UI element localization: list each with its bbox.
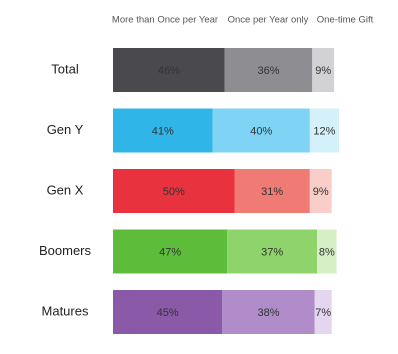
- value-label: 40%: [250, 125, 272, 137]
- value-label: 38%: [258, 307, 280, 319]
- value-label: 36%: [258, 65, 280, 77]
- value-label: 8%: [319, 246, 335, 258]
- bar-segment: [222, 290, 315, 334]
- value-label: 31%: [261, 186, 283, 198]
- bar-segment: [317, 229, 337, 274]
- legend-header: More than Once per Year: [112, 15, 218, 26]
- bar-segment: [227, 229, 318, 274]
- bar-segment: [309, 169, 332, 213]
- bar-segment: [113, 48, 225, 92]
- value-label: 50%: [163, 186, 185, 198]
- value-label: 37%: [261, 246, 283, 258]
- value-label: 41%: [152, 125, 174, 137]
- value-label: 7%: [315, 307, 331, 319]
- value-label: 9%: [315, 65, 331, 77]
- value-label: 45%: [157, 307, 179, 319]
- bar-segment: [113, 290, 223, 334]
- bar-segment: [309, 108, 339, 153]
- legend-header: Once per Year only: [228, 15, 309, 26]
- bar-segment: [314, 290, 332, 334]
- legend-header: One-time Gift: [317, 15, 374, 26]
- category-label: Gen X: [47, 182, 84, 197]
- category-label: Total: [51, 61, 79, 76]
- bar-segment: [224, 48, 313, 92]
- value-label: 47%: [159, 246, 181, 258]
- bar-segment: [212, 108, 310, 153]
- category-label: Gen Y: [47, 122, 84, 137]
- category-label: Matures: [42, 303, 89, 318]
- value-label: 12%: [313, 125, 335, 137]
- bar-segment: [113, 229, 228, 274]
- bar-segment: [234, 169, 310, 213]
- category-label: Boomers: [39, 243, 92, 258]
- bar-segment: [113, 108, 213, 153]
- value-label: 46%: [158, 65, 180, 77]
- value-label: 9%: [313, 186, 329, 198]
- bar-segment: [312, 48, 335, 92]
- bar-segment: [113, 169, 235, 213]
